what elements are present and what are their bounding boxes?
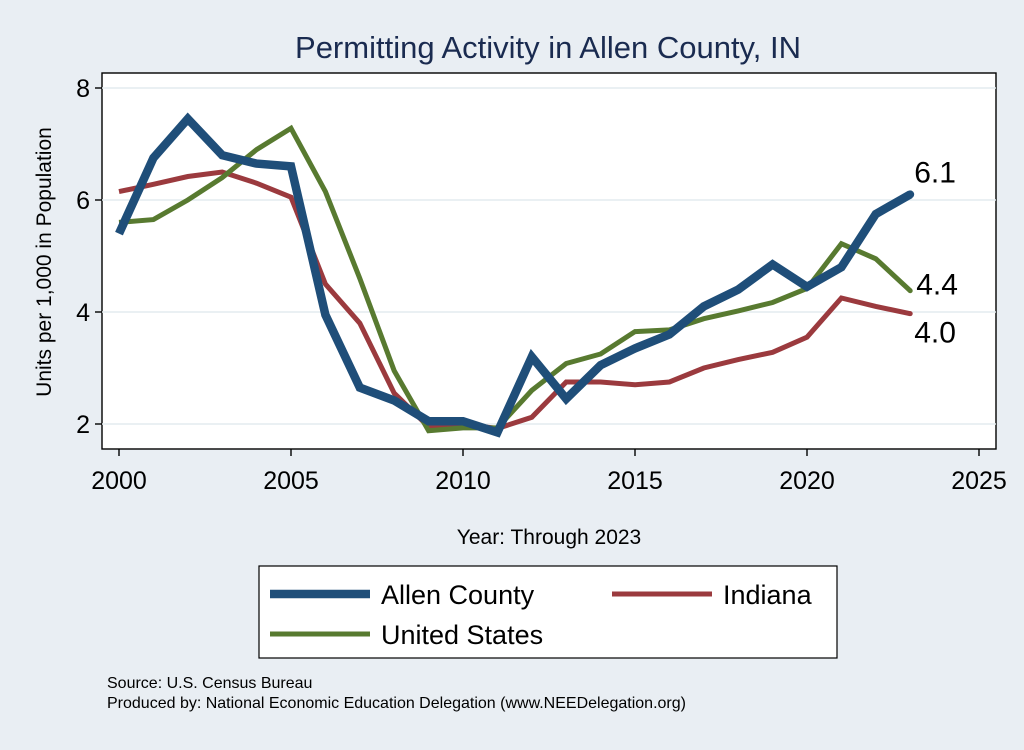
x-tick-label: 2005 (263, 467, 319, 495)
chart-title: Permitting Activity in Allen County, IN (295, 30, 801, 65)
legend-label: Indiana (723, 580, 813, 610)
plot-frame (101, 72, 997, 450)
end-value-label: 4.4 (916, 269, 958, 302)
series-line-indiana (118, 169, 911, 432)
end-point-marker (906, 190, 915, 199)
end-value-label: 4.0 (914, 317, 956, 350)
legend-box (258, 565, 838, 659)
series-line-allen-county (115, 112, 913, 438)
producer-note: Produced by: National Economic Education… (107, 695, 686, 712)
end-point-marker (907, 288, 913, 294)
x-tick-label: 2015 (607, 467, 663, 495)
y-tick-label: 4 (76, 299, 90, 327)
source-note: Source: U.S. Census Bureau (107, 675, 312, 692)
end-point-marker (907, 311, 913, 317)
x-tick-label: 2010 (435, 467, 491, 495)
plot-area: 2 4 6 8 2000 2005 2010 2015 2020 2025 6.1 4.0 4.4 (76, 72, 1007, 495)
y-tick-label: 8 (76, 75, 90, 103)
x-tick-label: 2000 (91, 467, 147, 495)
x-tick-label: 2020 (779, 467, 835, 495)
y-tick-label: 2 (76, 411, 90, 439)
legend-label: Allen County (381, 580, 535, 610)
y-tick-label: 6 (76, 187, 90, 215)
y-axis-label: Units per 1,000 in Population (33, 127, 56, 397)
end-value-label: 6.1 (914, 156, 956, 189)
legend: Allen County Indiana United States (258, 565, 838, 659)
series-line-united-states (118, 124, 912, 434)
legend-label: United States (381, 620, 543, 650)
x-tick-label: 2025 (951, 467, 1007, 495)
x-axis-label: Year: Through 2023 (457, 526, 642, 549)
